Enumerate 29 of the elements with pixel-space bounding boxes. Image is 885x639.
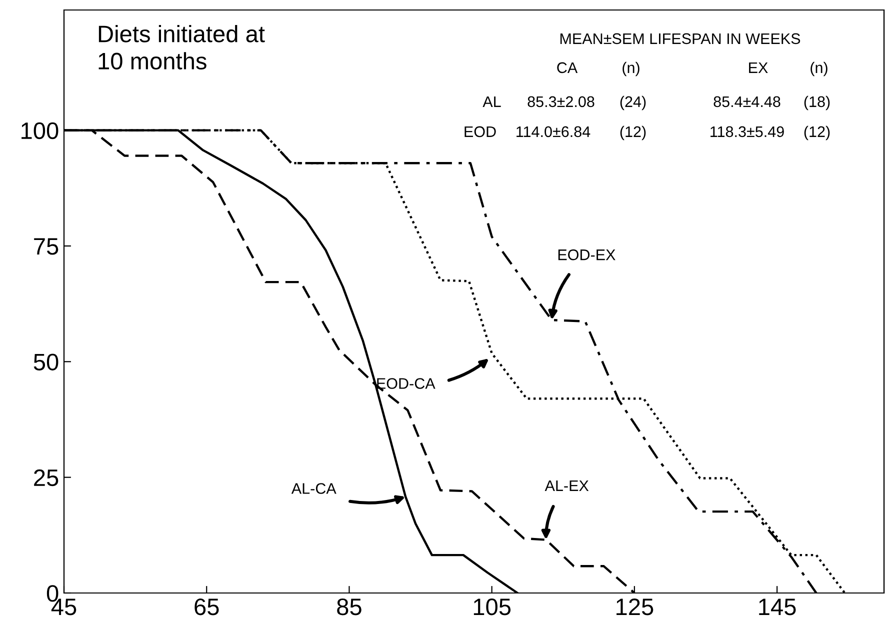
annotation: (12) <box>804 126 830 140</box>
annotation: EOD-EX <box>558 249 616 260</box>
annotation: (24) <box>620 96 646 110</box>
annotation: EX <box>749 62 768 73</box>
annotation: 118.3±5.49 <box>710 126 784 138</box>
annotation: 85.4±4.48 <box>714 96 780 108</box>
annotation: CA <box>557 62 578 74</box>
annotation: AL-EX <box>544 480 589 491</box>
x-tick-label: 145 <box>759 598 796 616</box>
annotation: (n) <box>810 62 828 76</box>
y-tick-label: 50 <box>34 354 58 370</box>
annotation: MEAN±SEM LIFESPAN IN WEEKS <box>560 33 800 44</box>
annotation: Diets initiated at 10 months <box>98 25 265 70</box>
x-tick-label: 105 <box>474 598 511 616</box>
annotation: AL <box>482 96 501 107</box>
x-tick-label: 65 <box>194 598 219 616</box>
y-tick-label: 25 <box>34 469 58 486</box>
annotation: (12) <box>620 126 646 140</box>
annotation: AL-CA <box>291 483 336 494</box>
annotation: 114.0±6.84 <box>516 126 590 138</box>
annotation: (18) <box>804 96 830 110</box>
y-tick-label: 100 <box>22 122 58 140</box>
x-tick-label: 125 <box>616 598 654 616</box>
y-tick-label: 75 <box>34 238 58 255</box>
annotation: EOD-CA <box>377 378 436 389</box>
x-tick-label: 85 <box>337 598 362 616</box>
annotation: EOD <box>464 126 496 138</box>
annotation: (n) <box>622 62 640 76</box>
annotation: 85.3±2.08 <box>528 96 594 108</box>
